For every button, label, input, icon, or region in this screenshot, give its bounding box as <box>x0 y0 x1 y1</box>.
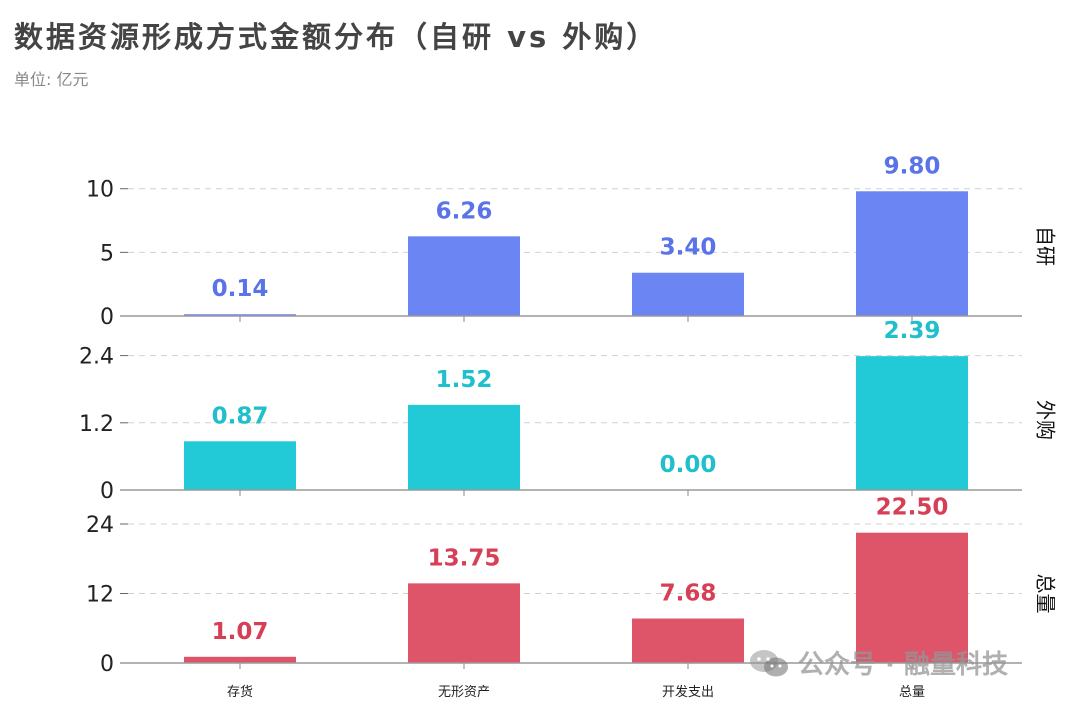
facet-label: 总量 <box>1034 574 1058 614</box>
x-category-label: 总量 <box>899 685 925 700</box>
data-label: 2.39 <box>884 318 941 344</box>
y-tick-label: 0 <box>100 479 114 504</box>
x-category-label: 存货 <box>227 684 253 700</box>
y-tick-label: 10 <box>86 178 114 203</box>
wechat-icon <box>750 649 788 676</box>
y-tick-label: 1.2 <box>79 412 114 437</box>
bar <box>184 656 296 663</box>
bar <box>856 356 968 490</box>
bar <box>632 618 744 663</box>
watermark: 公众号 · 融量科技 <box>748 644 1008 681</box>
bar <box>408 236 520 316</box>
y-tick-label: 0 <box>100 305 114 330</box>
x-category-label: 开发支出 <box>662 684 714 700</box>
data-label: 22.50 <box>876 495 949 521</box>
data-label: 3.40 <box>660 235 717 261</box>
watermark-text: 公众号 · 融量科技 <box>798 650 1008 680</box>
y-tick-label: 0 <box>100 652 114 677</box>
data-label: 6.26 <box>436 198 493 224</box>
x-category-label: 无形资产 <box>438 685 490 700</box>
data-label: 0.14 <box>212 276 269 302</box>
y-tick-label: 24 <box>86 513 114 538</box>
bar <box>184 441 296 490</box>
bar <box>408 404 520 490</box>
y-tick-label: 5 <box>100 241 114 266</box>
data-label: 9.80 <box>884 153 941 179</box>
data-label: 1.07 <box>212 619 269 645</box>
data-label: 13.75 <box>428 545 501 571</box>
bar <box>184 314 296 316</box>
data-label: 1.52 <box>436 367 493 393</box>
data-label: 0.00 <box>660 452 717 478</box>
bar <box>856 191 968 316</box>
bar <box>856 532 968 663</box>
data-label: 0.87 <box>212 403 269 429</box>
chart-subtitle: 单位: 亿元 <box>14 70 89 89</box>
facet-label: 外购 <box>1034 400 1058 440</box>
y-tick-label: 12 <box>86 583 114 608</box>
y-tick-label: 2.4 <box>79 345 114 370</box>
facet-label: 自研 <box>1034 226 1058 266</box>
chart-title: 数据资源形成方式金额分布（自研 vs 外购） <box>14 20 659 54</box>
data-label: 7.68 <box>660 581 717 607</box>
bar <box>408 583 520 663</box>
bar <box>632 272 744 316</box>
